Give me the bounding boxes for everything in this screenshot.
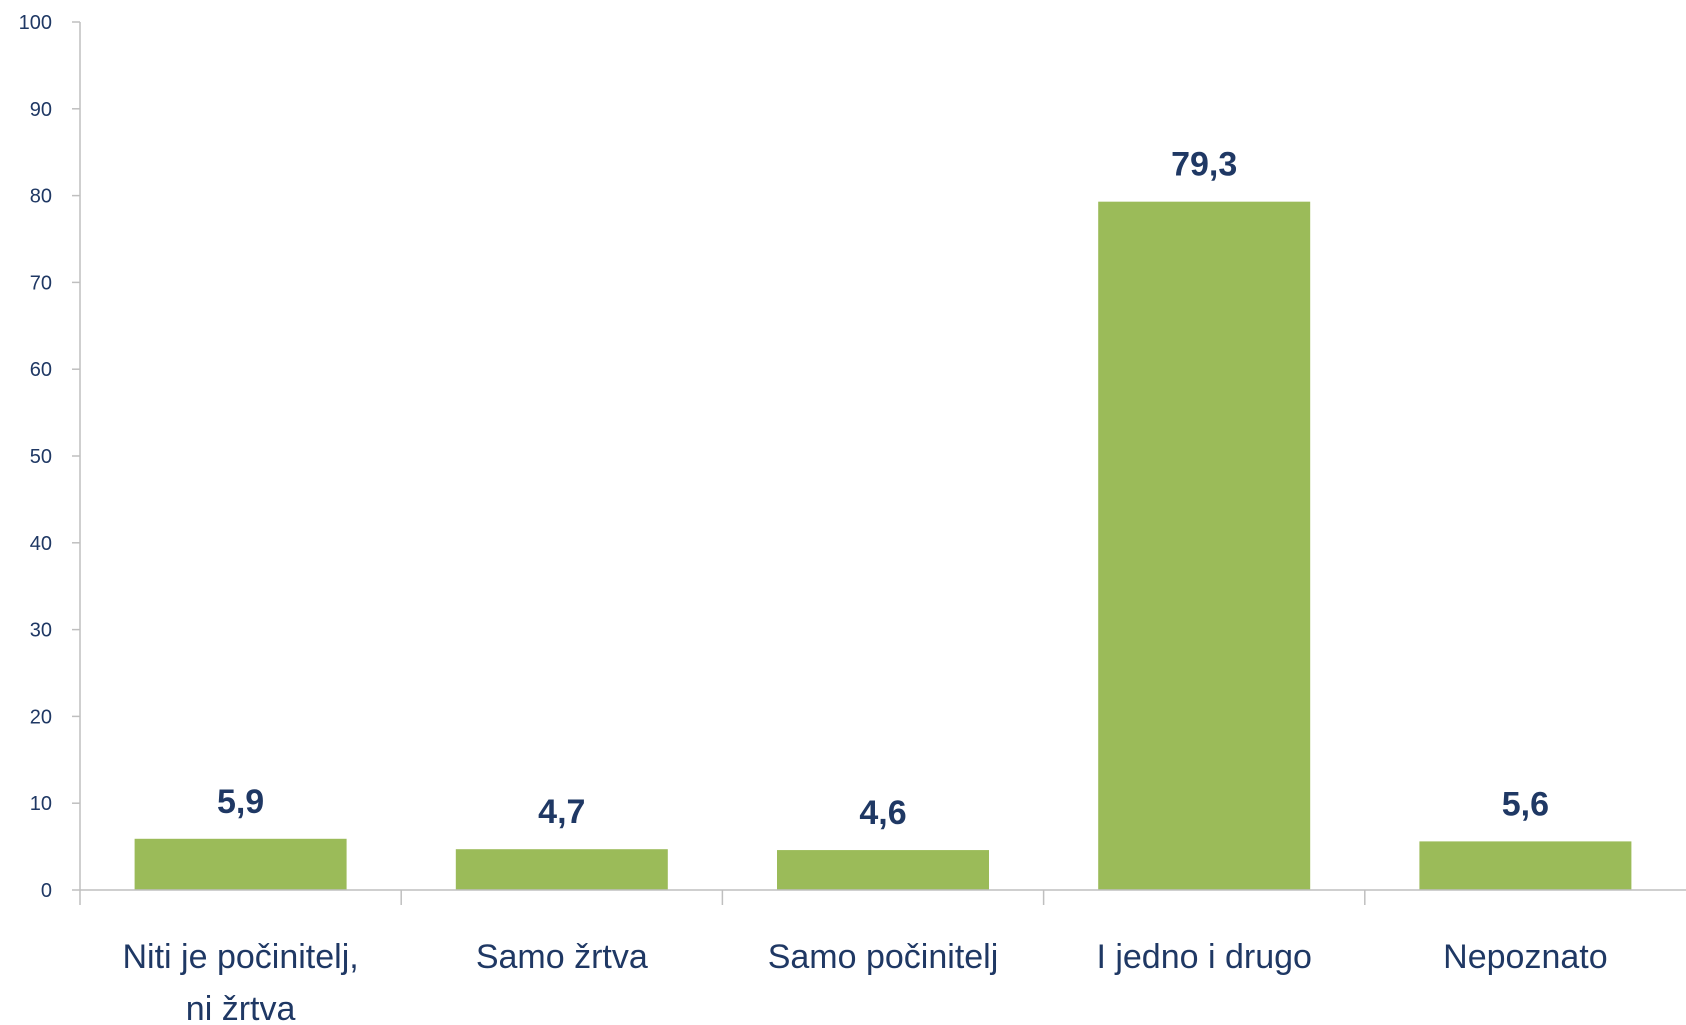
category-label: Niti je počinitelj, (122, 938, 358, 976)
category-label: Samo žrtva (476, 938, 648, 976)
data-label: 4,6 (859, 794, 906, 832)
bar (777, 850, 989, 890)
data-labels: 5,9 4,7 4,6 79,3 5,6 (217, 146, 1549, 832)
bar (1098, 201, 1311, 890)
bar (1419, 841, 1632, 890)
data-label: 5,9 (217, 783, 264, 821)
y-tick-label: 10 (30, 793, 52, 815)
category-label: ni žrtva (186, 990, 296, 1025)
x-axis-ticks (400, 890, 1366, 905)
data-label: 79,3 (1171, 146, 1237, 184)
bar (455, 849, 668, 890)
y-tick-label: 80 (30, 186, 52, 208)
y-axis-ticks: 0 10 20 30 40 50 60 70 80 90 100 (19, 12, 80, 902)
bar (134, 838, 347, 890)
y-tick-label: 30 (30, 620, 52, 642)
y-tick-label: 100 (19, 12, 52, 34)
y-tick-label: 70 (30, 272, 52, 294)
y-tick-label: 0 (41, 880, 52, 902)
data-label: 5,6 (1502, 785, 1549, 823)
data-label: 4,7 (538, 793, 585, 831)
category-labels: Niti je počinitelj, ni žrtva Samo žrtva Sam… (122, 938, 1607, 1025)
category-label: Samo počinitelj (768, 938, 999, 976)
y-tick-label: 90 (30, 99, 52, 121)
y-tick-label: 50 (30, 446, 52, 468)
category-label: I jedno i drugo (1096, 938, 1312, 976)
y-tick-label: 40 (30, 533, 52, 555)
bars (134, 201, 1632, 890)
y-tick-label: 60 (30, 359, 52, 381)
y-tick-label: 20 (30, 706, 52, 728)
category-label: Nepoznato (1443, 938, 1607, 976)
